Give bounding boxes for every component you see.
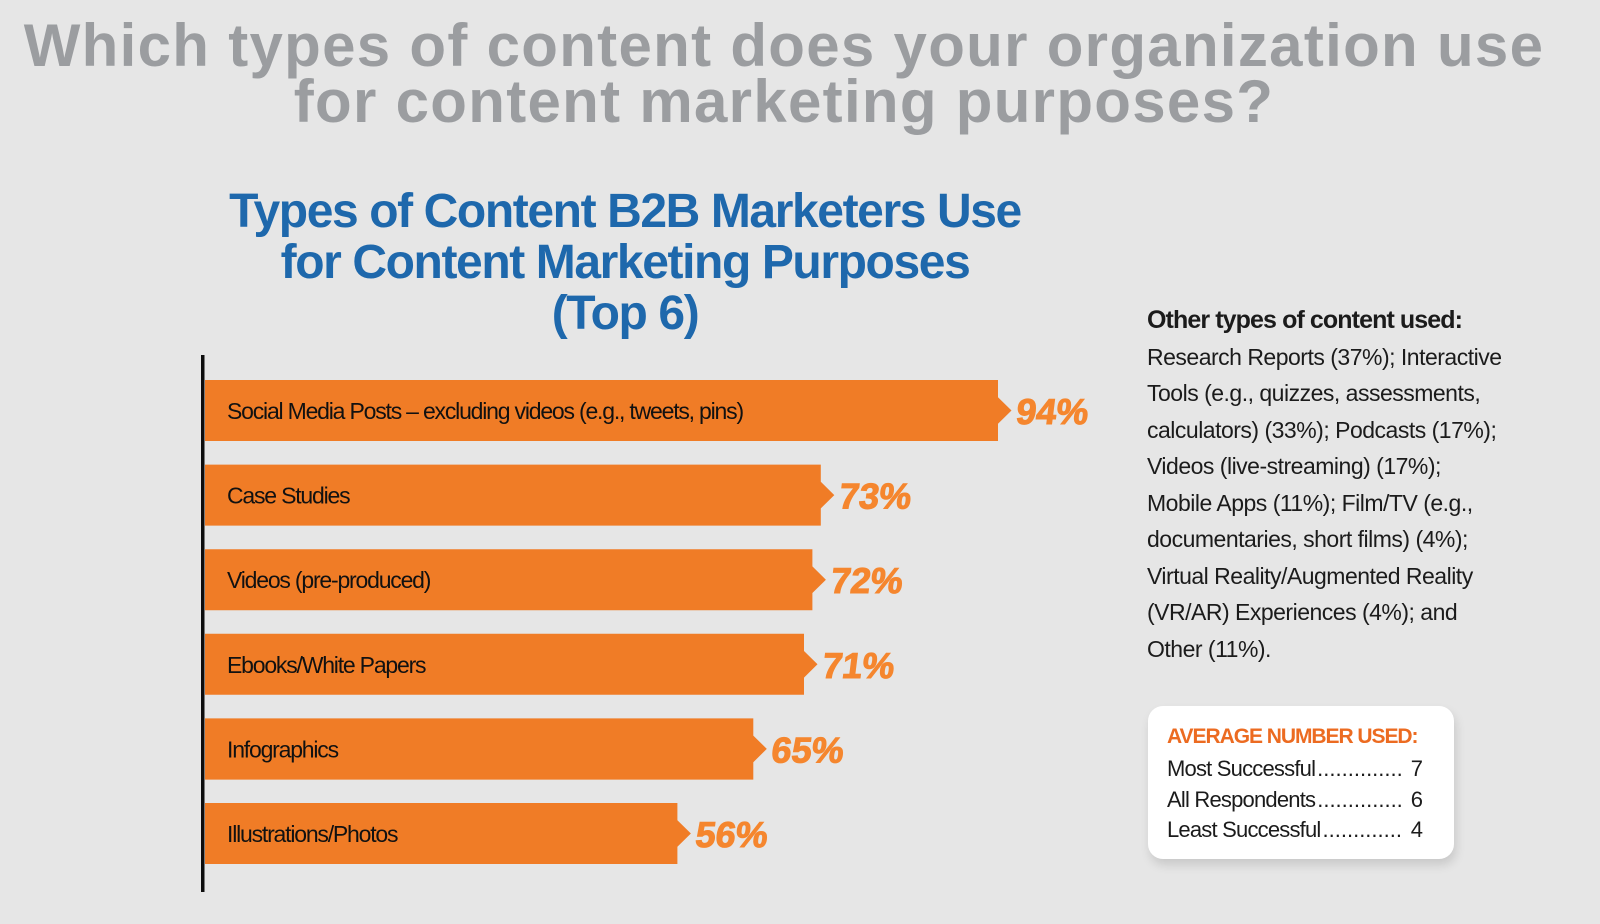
svg-text:Social Media Posts – excluding: Social Media Posts – excluding videos (e… [227,398,743,424]
svg-text:Infographics: Infographics [227,736,339,762]
svg-text:94%: 94% [1014,391,1091,432]
svg-text:73%: 73% [837,476,914,517]
svg-text:56%: 56% [693,814,770,855]
svg-text:Ebooks/White Papers: Ebooks/White Papers [227,652,426,678]
svg-text:Case Studies: Case Studies [227,483,350,509]
svg-text:Videos (pre-produced): Videos (pre-produced) [227,567,431,593]
svg-text:72%: 72% [828,560,905,601]
svg-text:71%: 71% [820,645,897,686]
svg-text:65%: 65% [769,730,846,771]
svg-text:Illustrations/Photos: Illustrations/Photos [227,821,398,847]
